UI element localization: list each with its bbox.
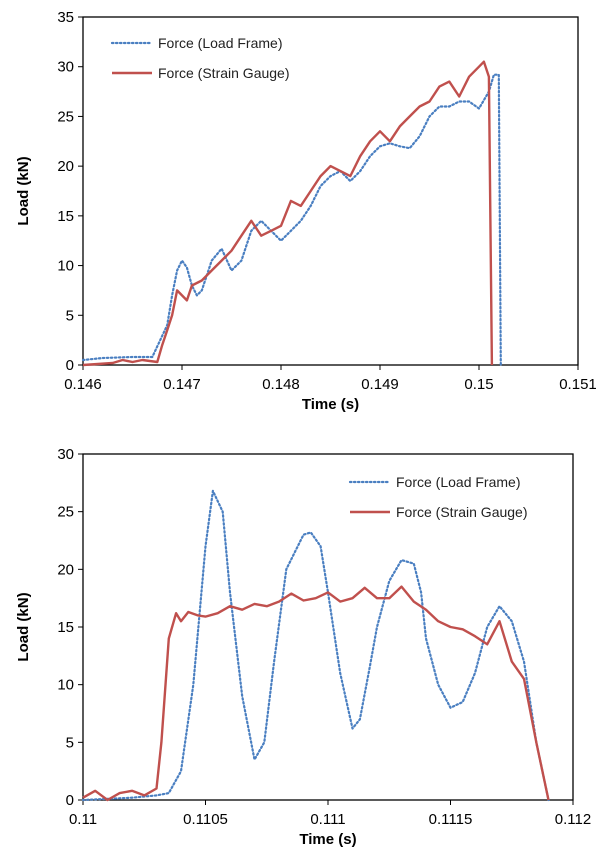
y-tick-label: 30 xyxy=(57,59,74,76)
y-tick-label: 10 xyxy=(57,258,74,275)
y-tick-label: 20 xyxy=(57,158,74,175)
chart-load-frame-vs-strain-gauge-2: 0 5 10 15 20 25 30 0.11 0.1105 0.111 0.1115 0.112 Ti… xyxy=(0,430,600,863)
y-tick-label: 25 xyxy=(57,504,74,521)
x-tick-label: 0.11 xyxy=(69,811,97,828)
chart-2-svg: 0 5 10 15 20 25 30 0.11 0.1105 0.111 0.1115 0.112 Ti… xyxy=(15,446,591,848)
legend-label: Force (Strain Gauge) xyxy=(396,504,528,520)
chart-1-plot xyxy=(81,60,502,367)
chart-2-axes: 0 5 10 15 20 25 30 0.11 0.1105 0.111 0.1115 0.112 Ti… xyxy=(15,446,591,848)
y-tick-label: 25 xyxy=(57,108,74,125)
y-tick-label: 10 xyxy=(57,677,74,694)
legend-label: Force (Strain Gauge) xyxy=(158,65,290,81)
y-tick-label: 15 xyxy=(57,619,74,636)
plot-area-frame xyxy=(82,16,579,366)
x-tick-label: 0.15 xyxy=(464,376,493,393)
x-tick-label: 0.148 xyxy=(262,376,300,393)
x-tick-label: 0.146 xyxy=(64,376,102,393)
y-axis-title: Load (kN) xyxy=(15,592,32,661)
y-tick-label: 0 xyxy=(66,792,74,809)
x-tick-label: 0.1105 xyxy=(183,811,228,828)
x-tick-label: 0.111 xyxy=(310,811,345,828)
series-load-frame-line xyxy=(81,73,502,367)
x-axis-title: Time (s) xyxy=(299,831,356,848)
y-tick-label: 35 xyxy=(57,9,74,26)
y-tick-label: 5 xyxy=(66,734,74,751)
y-tick-label: 15 xyxy=(57,208,74,225)
y-axis-title: Load (kN) xyxy=(15,156,32,225)
x-tick-label: 0.1115 xyxy=(429,811,473,828)
x-tick-label: 0.112 xyxy=(555,811,591,828)
y-tick-label: 30 xyxy=(57,446,74,463)
x-axis-title: Time (s) xyxy=(302,396,359,413)
y-tick-label: 0 xyxy=(66,357,74,374)
y-tick-label: 5 xyxy=(66,307,74,324)
y-tick-label: 20 xyxy=(57,561,74,578)
chart-load-frame-vs-strain-gauge-1: 0 5 10 15 20 25 30 35 0.146 0.147 0.148 0.149 0.15 0.… xyxy=(0,0,600,425)
x-tick-label: 0.147 xyxy=(163,376,201,393)
chart-1-legend: Force (Load Frame) Force (Strain Gauge) xyxy=(110,35,290,81)
chart-1-svg: 0 5 10 15 20 25 30 35 0.146 0.147 0.148 0.149 0.15 0.… xyxy=(15,9,597,413)
x-tick-label: 0.151 xyxy=(559,376,597,393)
legend-label: Force (Load Frame) xyxy=(396,474,520,490)
chart-1-axes: 0 5 10 15 20 25 30 35 0.146 0.147 0.148 0.149 0.15 0.… xyxy=(15,9,597,413)
series-strain-gauge-line xyxy=(82,60,494,367)
series-load-frame-line xyxy=(81,489,550,802)
legend-label: Force (Load Frame) xyxy=(158,35,282,51)
chart-2-legend: Force (Load Frame) Force (Strain Gauge) xyxy=(348,474,528,520)
x-tick-label: 0.149 xyxy=(361,376,399,393)
series-strain-gauge-line xyxy=(82,585,550,802)
chart-2-plot xyxy=(81,489,550,802)
